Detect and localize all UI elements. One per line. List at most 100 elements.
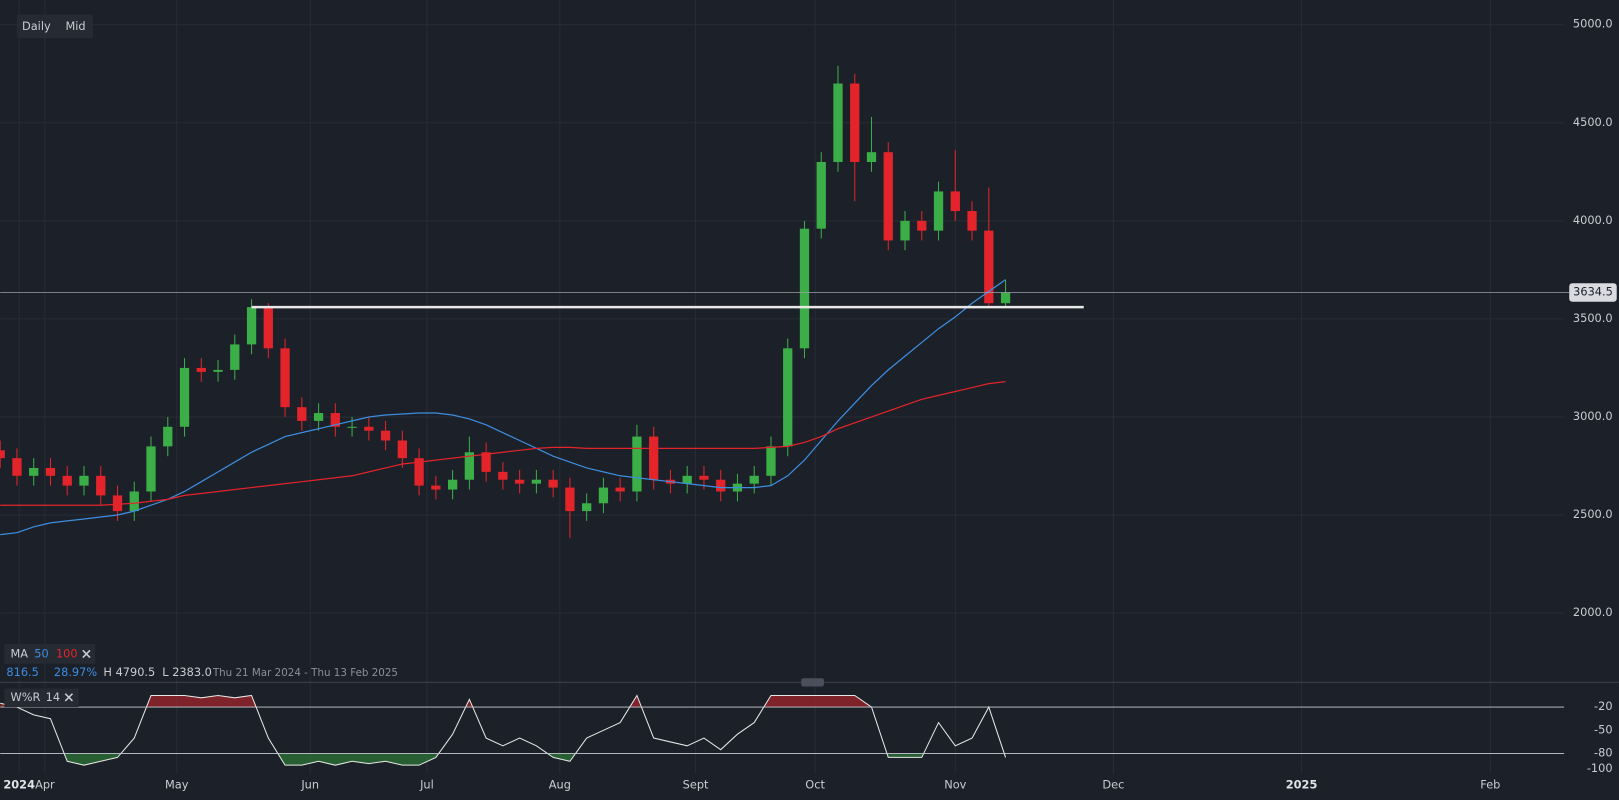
candle-body [816,162,826,229]
x-tick-label: 2025 [1286,778,1318,792]
last-price-box [1569,283,1617,302]
interval-button[interactable]: Daily [22,19,51,33]
candle-body [749,475,759,484]
candle-body [900,220,910,241]
candle-body [531,479,542,484]
candle-body [481,452,491,472]
price-mode-button[interactable]: Mid [65,19,85,33]
candle-body [1000,292,1011,304]
candle-body [984,230,994,304]
ma-legend: MA 50 100 [4,644,96,664]
toolbar: Daily Mid [16,14,94,39]
candle-body [330,413,340,427]
legend-entry[interactable]: 50 [34,646,48,660]
candle-body [447,479,458,490]
close-icon[interactable] [82,649,91,659]
y-tick-label: 2500.0 [1573,507,1613,521]
candle-body [464,452,475,480]
y-tick-label: 3000.0 [1573,409,1613,423]
legend-bg [4,688,79,708]
candle-body [548,479,558,488]
candle-body [12,458,22,476]
x-tick-label: 2024 [3,778,35,792]
candle-body [933,191,944,231]
candle-body [950,191,960,212]
candle-body [246,307,257,345]
toolbar-bg [16,14,94,39]
candle-body [699,475,709,480]
wr-legend: W%R 14 [4,688,79,708]
x-tick-label: Apr [35,778,55,792]
candle-body [649,436,659,480]
candle-body [146,446,156,492]
candle-body [62,475,72,486]
overbought-fill [0,695,1006,708]
candle-body [883,152,893,241]
candle-body [799,228,810,349]
range: Thu 21 Mar 2024 - Thu 13 Feb 2025 [212,667,398,679]
high: H 4790.5 [103,665,155,679]
x-axis-band [0,774,1619,800]
candle-body [850,83,860,163]
legend-entry[interactable]: 100 [56,646,78,660]
candle-body [598,487,609,504]
x-tick-label: Oct [805,778,825,792]
candle-body [79,475,89,486]
candle-body [230,344,240,370]
candle-body [263,307,273,349]
oversold-fill [0,753,1006,766]
candle-body [129,491,139,512]
y-tick-label: 2000.0 [1573,605,1613,619]
candle-body [716,479,726,492]
candle-body [783,348,793,447]
candle-body [364,426,374,431]
candle-body [414,458,424,486]
candle-body [632,436,642,492]
candle-body [29,467,39,476]
y-tick-label: -20 [1594,699,1613,713]
y-tick-label: 5000.0 [1573,17,1613,31]
x-tick-label: Feb [1480,778,1500,792]
candle-body [397,440,407,459]
legend-bg [4,644,96,664]
stat: 28.97% [54,665,97,679]
indicator-period: 14 [46,690,60,704]
candle-body [45,467,56,476]
candle-body [615,487,625,492]
indicator-line [0,694,1007,766]
close-icon[interactable] [64,693,74,702]
candle-body [0,450,5,459]
x-tick-label: Jun [300,778,319,792]
candle-body [833,83,843,163]
y-tick-label: 3500.0 [1573,311,1613,325]
last-price-label: 3634.5 [1573,285,1613,299]
x-tick-label: Aug [549,778,571,792]
legend-label: MA [11,646,29,660]
candle-body [96,475,106,496]
candle-body [565,487,575,512]
candle-body [766,446,776,476]
indicator-title: W%R [11,690,41,704]
candle-body [163,426,173,447]
candle-body [967,211,977,231]
x-tick-label: May [165,778,189,792]
y-tick-label: -100 [1587,761,1613,775]
candle-body [112,495,123,512]
candle-body [917,220,927,231]
y-tick-label: -80 [1594,746,1613,760]
candle-body [498,471,508,480]
candle-body [431,485,441,490]
stat: 816.5 [6,665,38,679]
candle-body [313,413,324,421]
x-tick-label: Jul [419,778,434,792]
candle-body [582,503,592,512]
info-row: 816.5 28.97% H 4790.5 L 2383.0 Thu 21 Ma… [6,665,398,679]
candle-body [682,475,692,484]
candle-body [514,479,525,484]
pane-handle[interactable] [801,678,824,687]
candle-body [380,430,391,441]
candle-body [196,367,206,372]
candle-body [179,367,190,427]
low: L 2383.0 [162,665,212,679]
